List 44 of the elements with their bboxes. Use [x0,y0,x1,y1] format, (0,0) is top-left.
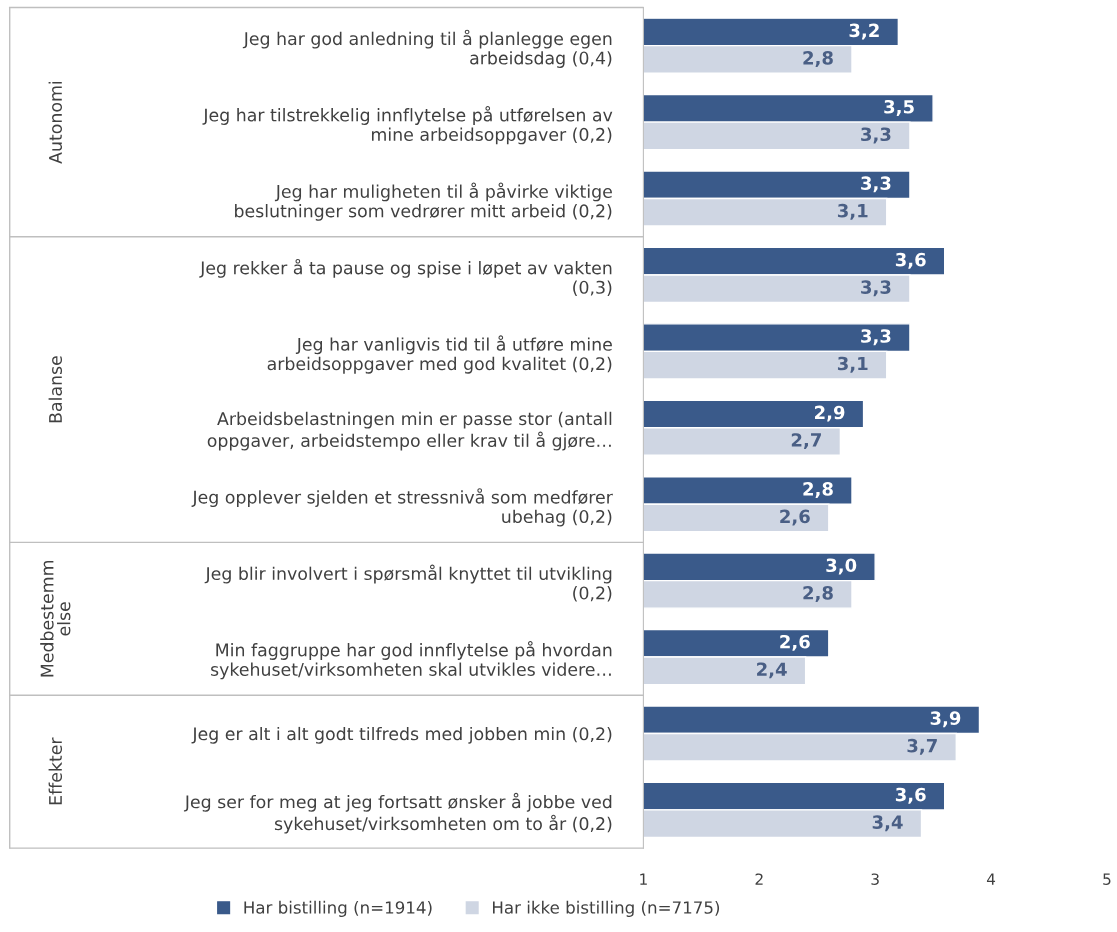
data-label: 3,6 [895,787,926,804]
data-label: 2,9 [815,405,845,422]
y-tick-label: Jeg ser for meg at jeg fortsatt ønsker å jobbe ved sykehuset/virksomheten om to år (0,2) [183,792,612,834]
data-label: 2,8 [803,585,833,602]
legend-label: Har ikke bistilling (n=7175) [493,900,720,917]
data-label: 3,3 [861,329,891,346]
data-label: 2,8 [803,51,833,67]
text: Effekter [48,737,63,805]
data-label: 3,3 [861,176,891,193]
y-tick-label: Jeg har muligheten til å påvirke viktige beslutninger som vedrører mitt arbeid (0,2) [235,182,612,221]
data-label: 3,1 [837,203,868,220]
data-label: 3,3 [861,280,891,297]
y-tick-label: Jeg har vanligvis tid til å utføre mine arbeidsoppgaver med god kvalitet (0,2) [267,335,612,374]
data-label: 2,6 [780,509,810,526]
data-label: 3,0 [826,558,857,575]
data-label: 3,5 [884,99,914,116]
text: Balanse [48,356,63,423]
y-tick-label: Jeg opplever sjelden et stressnivå som medfører ubehag (0,2) [191,488,613,527]
data-label: 3,2 [849,23,879,40]
x-tick-label: 1 [640,873,647,885]
data-label: 2,8 [803,482,833,498]
legend-label: Har bistilling (n=1914) [244,900,432,917]
y-tick-label: Jeg rekker å ta pause og spise i løpet av vakten (0,3) [199,258,612,296]
data-label: 2,4 [757,662,787,679]
y-tick-label: Jeg blir involvert i spørsmål knyttet til utvikling (0,2) [204,564,612,602]
y-tick-label: Min faggruppe har god innflytelse på hvordan sykehuset/virksomheten skal utvikles videre… [211,641,612,680]
x-tick-label: 2 [755,873,763,885]
x-tick-label: 4 [986,873,996,885]
data-label: 2,6 [780,634,810,651]
data-label: 3,3 [861,127,891,144]
text: Medbestemm else [40,560,71,677]
data-label: 3,6 [895,252,926,269]
data-label: 3,4 [872,815,903,832]
data-label: 2,7 [791,433,821,450]
x-tick-label: 5 [1103,873,1111,885]
y-tick-label: Jeg er alt i alt godt tilfreds med jobben min (0,2) [191,726,612,744]
y-tick-label: Arbeidsbelastningen min er passe stor (antall oppgaver, arbeidstempo eller krav til å gjøre… [207,411,612,451]
text: Autonomi [48,81,63,164]
data-label: 3,1 [837,356,868,373]
y-tick-label: Jeg har tilstrekkelig innflytelse på utførelsen av mine arbeidsoppgaver (0,2) [202,106,613,145]
x-tick-label: 3 [871,873,879,885]
data-label: 3,7 [907,738,937,755]
y-tick-label: Jeg har god anledning til å planlegge egen arbeidsdag (0,4) [242,29,612,68]
data-label: 3,9 [930,711,961,728]
